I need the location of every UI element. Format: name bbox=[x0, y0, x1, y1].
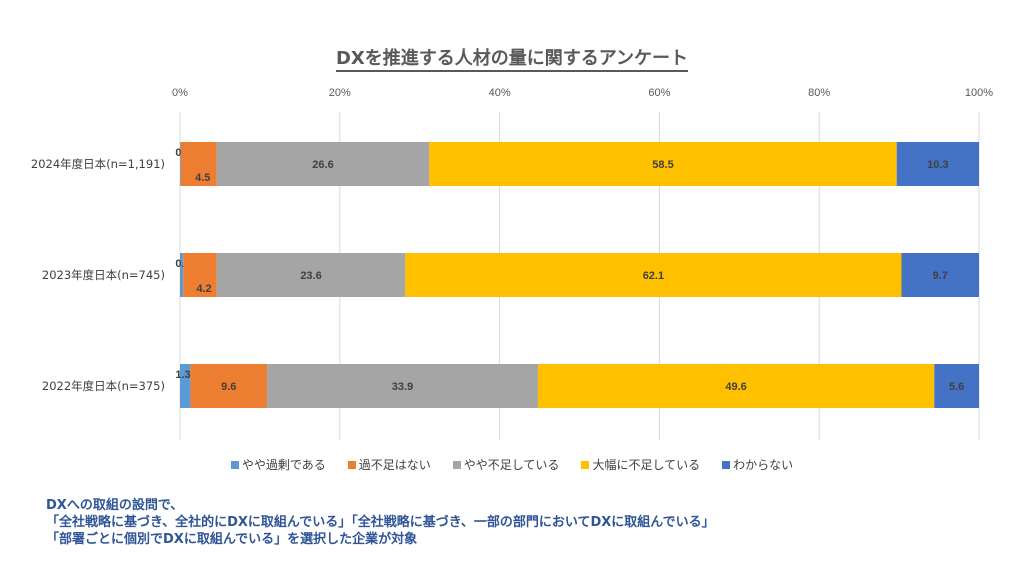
bar-segment bbox=[190, 364, 268, 408]
legend-swatch bbox=[581, 460, 590, 469]
stacked-bar-chart: 0%20%40%60%80%100%2024年度日本(n=1,191)0.14.… bbox=[31, 87, 993, 440]
data-label: 26.6 bbox=[312, 159, 333, 171]
data-label: 10.3 bbox=[927, 159, 948, 171]
bar-segment bbox=[901, 253, 979, 297]
legend-label: 過不足はない bbox=[358, 458, 431, 472]
data-label: 5.6 bbox=[949, 381, 964, 393]
x-tick-label: 40% bbox=[489, 87, 511, 99]
legend-item: 大幅に不足している bbox=[581, 456, 700, 473]
x-tick-label: 60% bbox=[648, 87, 670, 99]
data-label: 58.5 bbox=[652, 159, 673, 171]
legend-label: やや過剰である bbox=[241, 458, 326, 472]
legend-item: やや不足している bbox=[452, 456, 560, 473]
x-tick-label: 80% bbox=[808, 87, 830, 99]
bar-segment bbox=[429, 142, 897, 186]
category-label: 2023年度日本(n=745) bbox=[42, 268, 165, 282]
bar-segment bbox=[180, 142, 181, 186]
bar-segment bbox=[180, 142, 217, 186]
legend-item: わからない bbox=[722, 456, 793, 473]
data-label: 33.9 bbox=[392, 381, 413, 393]
chart-title-text: DXを推進する人材の量に関するアンケート bbox=[335, 48, 689, 72]
legend-swatch bbox=[452, 460, 461, 469]
bar-segment bbox=[183, 253, 217, 297]
footnote-line-2: 「全社戦略に基づき、全社的にDXに取組んでいる」「全社戦略に基づき、一部の部門に… bbox=[46, 515, 715, 530]
data-label: 9.7 bbox=[933, 270, 948, 282]
x-tick-label: 100% bbox=[965, 87, 993, 99]
legend-item: やや過剰である bbox=[230, 456, 326, 473]
legend-swatch bbox=[347, 460, 356, 469]
bar-segment bbox=[216, 253, 406, 297]
bar-segment bbox=[934, 364, 979, 408]
legend-label: やや不足している bbox=[463, 458, 560, 472]
bar-segment bbox=[180, 364, 191, 408]
chart-title: DXを推進する人材の量に関するアンケート bbox=[0, 44, 1024, 72]
legend-swatch bbox=[722, 460, 731, 469]
bar-segment bbox=[216, 142, 430, 186]
x-tick-label: 0% bbox=[172, 87, 188, 99]
data-label: 1.3 bbox=[175, 369, 190, 381]
data-label: 49.6 bbox=[725, 381, 746, 393]
bar-segment bbox=[180, 253, 184, 297]
data-label: 4.5 bbox=[195, 172, 210, 184]
bar-segment bbox=[405, 253, 902, 297]
category-label: 2024年度日本(n=1,191) bbox=[31, 157, 165, 171]
legend-item: 過不足はない bbox=[347, 456, 431, 473]
bar-segment bbox=[267, 364, 538, 408]
legend-swatch bbox=[230, 460, 239, 469]
footnote-line-3: 「部署ごとに個別でDXに取組んでいる」を選択した企業が対象 bbox=[46, 532, 418, 547]
data-label: 23.6 bbox=[300, 270, 321, 282]
bar-segment bbox=[537, 364, 935, 408]
legend: やや過剰である 過不足はない やや不足している 大幅に不足している わからない bbox=[0, 456, 1024, 473]
footnote-line-1: DXへの取組の設問で、 bbox=[46, 498, 184, 513]
data-label: 62.1 bbox=[643, 270, 664, 282]
footnote: DXへの取組の設問で、 「全社戦略に基づき、全社的にDXに取組んでいる」「全社戦… bbox=[46, 497, 715, 548]
x-tick-label: 20% bbox=[329, 87, 351, 99]
data-label: 9.6 bbox=[221, 381, 236, 393]
bar-segment bbox=[896, 142, 979, 186]
legend-label: 大幅に不足している bbox=[592, 458, 701, 472]
category-label: 2022年度日本(n=375) bbox=[42, 379, 165, 393]
data-label: 4.2 bbox=[196, 283, 211, 295]
legend-label: わからない bbox=[733, 458, 794, 472]
